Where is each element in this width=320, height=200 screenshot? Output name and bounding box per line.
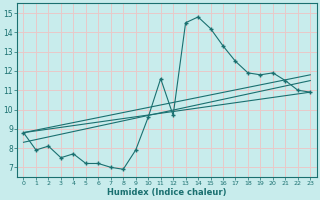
X-axis label: Humidex (Indice chaleur): Humidex (Indice chaleur) [107,188,227,197]
